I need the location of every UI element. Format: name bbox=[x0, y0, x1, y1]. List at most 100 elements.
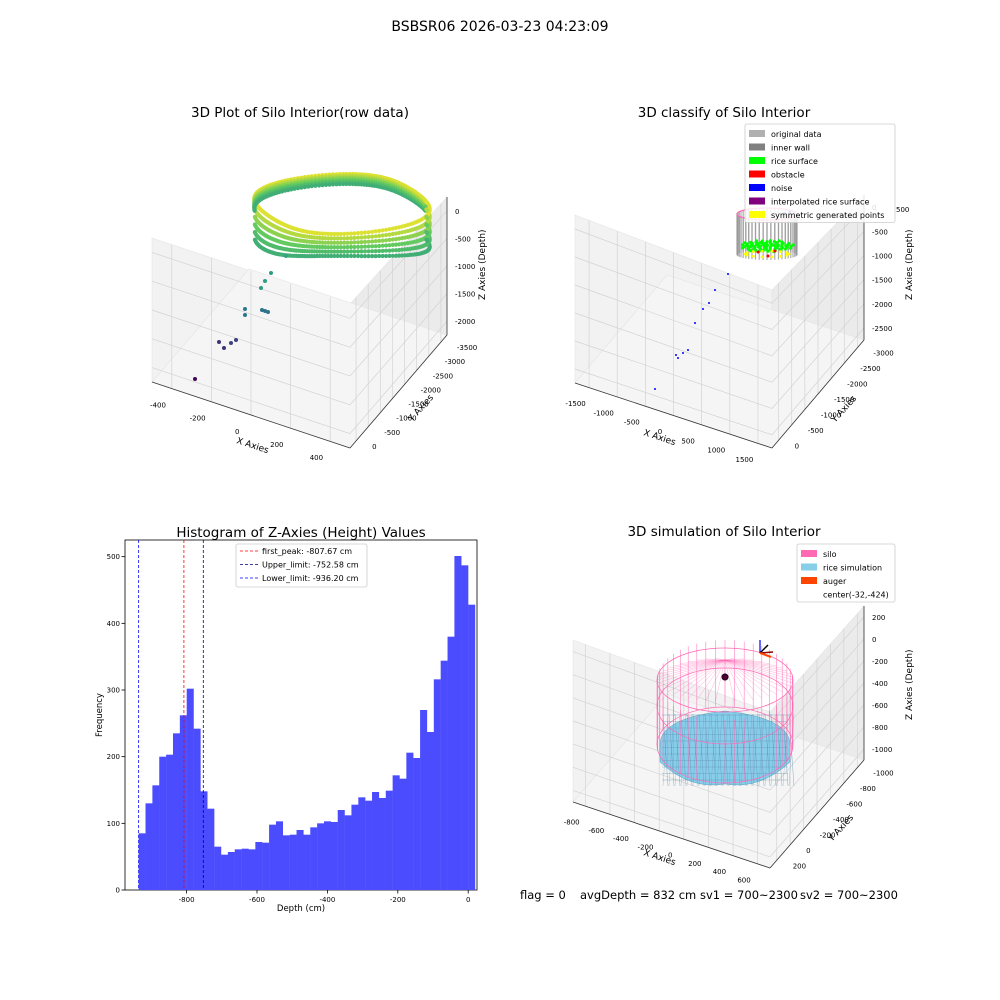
raw-data-point bbox=[393, 253, 399, 258]
raw-data-point bbox=[342, 236, 347, 241]
raw-data-point bbox=[377, 243, 382, 249]
histogram-bar bbox=[289, 834, 297, 890]
silo-wire-roof bbox=[696, 659, 726, 701]
cls-rice-surface-point bbox=[754, 248, 758, 252]
raw-data-point bbox=[377, 253, 382, 259]
cls-legend-label: inner wall bbox=[771, 144, 810, 153]
silo-wire-roof bbox=[657, 659, 726, 684]
raw-data-point bbox=[355, 249, 361, 254]
sim-z-gridline bbox=[572, 682, 865, 791]
raw-data-point bbox=[309, 184, 314, 189]
raw-data-point bbox=[329, 231, 334, 237]
raw-y-tick-label: 0 bbox=[372, 443, 376, 451]
histogram-bar bbox=[193, 728, 201, 890]
raw-z-gridline bbox=[151, 265, 448, 377]
raw-data-point bbox=[243, 307, 247, 311]
raw-data-point bbox=[359, 244, 364, 249]
silo-wire-roof bbox=[724, 659, 735, 702]
cls-noise-point bbox=[682, 352, 684, 354]
rice-mesh-line bbox=[770, 713, 777, 787]
raw-data-point bbox=[425, 223, 430, 228]
cls-rice-surface-point bbox=[743, 241, 747, 245]
histogram-y-tick-label: 200 bbox=[107, 753, 120, 761]
raw-data-point bbox=[329, 249, 334, 254]
raw-data-point bbox=[338, 245, 343, 250]
histogram-title: Histogram of Z-Axies (Height) Values bbox=[176, 525, 425, 541]
raw-plot-zlabel: Z Axies (Depth) bbox=[478, 229, 488, 300]
avg-depth-text: avgDepth = 832 cm bbox=[580, 888, 697, 902]
histogram-bar bbox=[234, 849, 242, 890]
cls-symmetric-point bbox=[779, 254, 783, 258]
cls-z-tick-label: -1000 bbox=[872, 252, 892, 260]
histogram-bar bbox=[365, 800, 373, 890]
silo-wire-roof bbox=[724, 658, 735, 661]
raw-data-point bbox=[295, 186, 300, 191]
histogram-bar bbox=[378, 798, 386, 890]
histogram-ticks: -800 -600 -400 -200 0 0 100 200 300 400 500 bbox=[107, 553, 471, 904]
silo-wire-roof bbox=[688, 659, 726, 662]
raw-data-point bbox=[355, 231, 361, 236]
cls-z-gridline bbox=[574, 231, 865, 330]
histogram-x-tick-label: -400 bbox=[319, 896, 335, 904]
raw-data-3d-plot: 3D Plot of Silo Interior(row data) 0 -500… bbox=[150, 105, 488, 462]
sim-x-tick-label: 400 bbox=[713, 868, 726, 876]
raw-data-point bbox=[338, 249, 343, 254]
raw-data-point bbox=[425, 231, 430, 236]
rice-mesh-line bbox=[776, 713, 783, 787]
raw-data-point bbox=[332, 236, 337, 241]
raw-data-point bbox=[337, 182, 342, 187]
rice-mesh-line bbox=[752, 713, 759, 787]
histogram-bar bbox=[248, 849, 256, 890]
raw-data-point bbox=[352, 235, 357, 240]
silo-wireframe bbox=[656, 640, 794, 784]
rice-mesh-line bbox=[728, 713, 735, 787]
histogram-bar bbox=[179, 715, 187, 890]
cls-x-tick-label: 500 bbox=[681, 437, 694, 445]
raw-data-point bbox=[352, 244, 357, 250]
silo-wire-ring bbox=[656, 706, 794, 784]
sim-x-axis-line bbox=[572, 801, 771, 869]
raw-data-point bbox=[373, 234, 378, 239]
raw-y-tick-label: -2000 bbox=[421, 386, 441, 394]
raw-data-point bbox=[380, 253, 385, 259]
raw-y-tick-label: -3000 bbox=[445, 358, 465, 366]
raw-data-point bbox=[425, 208, 430, 213]
raw-data-point bbox=[332, 240, 337, 245]
sim-x-tick-label: -800 bbox=[564, 819, 580, 827]
sim-legend-swatch bbox=[801, 577, 817, 584]
cls-z-tick-label: -500 bbox=[872, 228, 888, 236]
rice-mesh-line bbox=[740, 713, 747, 787]
rice-mesh-line bbox=[674, 713, 681, 787]
cls-symmetric-point bbox=[751, 250, 755, 254]
histogram-bar bbox=[310, 827, 318, 890]
silo-wire-roof bbox=[724, 659, 783, 693]
raw-data-point bbox=[329, 240, 334, 245]
sim-legend-label: center(-32,-424) bbox=[823, 591, 889, 600]
sim-y-tick-label: 0 bbox=[806, 847, 810, 855]
raw-data-point bbox=[400, 253, 405, 258]
cls-y-tick-label: -500 bbox=[808, 427, 824, 435]
classify-plot-zlabel: Z Axies (Depth) bbox=[905, 229, 915, 300]
silo-wire-roof bbox=[673, 659, 726, 695]
cls-noise-point bbox=[702, 308, 704, 310]
rice-mesh-line bbox=[746, 713, 753, 787]
classify-3d-plot: 3D classify of Silo Interior 0 -500 -1000 -… bbox=[565, 105, 915, 464]
sim-z-gridline bbox=[572, 704, 865, 813]
rice-mesh-line bbox=[698, 713, 705, 787]
cls-legend-swatch bbox=[749, 197, 765, 205]
raw-data-point bbox=[252, 222, 257, 227]
raw-data-point bbox=[326, 253, 331, 259]
cls-rice-surface-point bbox=[759, 244, 763, 248]
cls-y-tick-label: -1000 bbox=[821, 411, 841, 419]
cls-y-tick-label: -3000 bbox=[873, 350, 893, 358]
histogram-y-tick-label: 0 bbox=[116, 887, 120, 895]
cls-z-gridline bbox=[574, 279, 865, 383]
cls-legend-swatch bbox=[749, 211, 765, 218]
histogram-bar bbox=[337, 810, 345, 890]
histogram-bar bbox=[138, 833, 146, 890]
cls-obstacle-point bbox=[766, 254, 770, 258]
sim-y-axis-line bbox=[769, 759, 865, 869]
silo-wire-roof bbox=[724, 659, 770, 664]
cls-x-tick-label: -1500 bbox=[565, 400, 585, 408]
raw-data-point bbox=[397, 236, 402, 241]
